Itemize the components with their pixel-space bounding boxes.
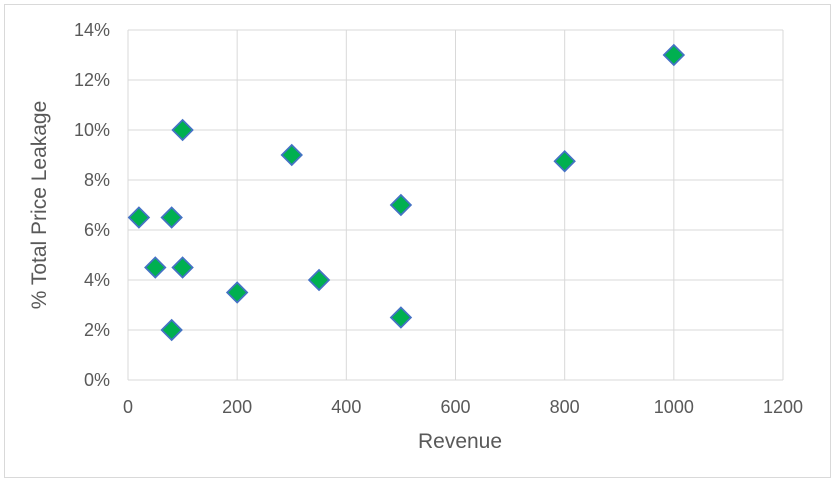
x-axis-ticks: 0 200 400 600 800 1000 1200 bbox=[123, 397, 803, 417]
y-axis-title: % Total Price Leakage bbox=[28, 101, 51, 310]
data-point bbox=[280, 143, 303, 167]
data-point bbox=[553, 150, 576, 173]
y-tick-label: 8% bbox=[84, 170, 110, 190]
chart-frame bbox=[4, 4, 831, 478]
x-axis-title: Revenue bbox=[418, 430, 502, 453]
gridlines bbox=[127, 29, 784, 381]
data-point bbox=[160, 318, 183, 342]
data-point bbox=[389, 193, 413, 217]
data-point bbox=[127, 206, 151, 229]
x-tick-label: 400 bbox=[331, 397, 361, 417]
data-point bbox=[389, 306, 413, 329]
y-tick-label: 2% bbox=[84, 320, 110, 340]
y-tick-label: 4% bbox=[84, 270, 110, 290]
data-points bbox=[127, 43, 686, 342]
y-axis-ticks: 0% 2% 4% 6% 8% 10% 12% 14% bbox=[74, 20, 110, 390]
x-tick-label: 600 bbox=[440, 397, 470, 417]
data-point bbox=[171, 118, 194, 142]
x-tick-label: 0 bbox=[123, 397, 133, 417]
data-point bbox=[144, 256, 167, 279]
data-point bbox=[171, 256, 194, 279]
x-tick-label: 200 bbox=[222, 397, 252, 417]
y-tick-label: 14% bbox=[74, 20, 110, 40]
y-tick-label: 0% bbox=[84, 370, 110, 390]
x-tick-label: 1000 bbox=[654, 397, 694, 417]
x-tick-label: 800 bbox=[550, 397, 580, 417]
y-tick-label: 10% bbox=[74, 120, 110, 140]
data-point bbox=[662, 43, 686, 67]
x-tick-label: 1200 bbox=[763, 397, 803, 417]
data-point bbox=[225, 281, 249, 304]
data-point bbox=[307, 268, 331, 292]
y-tick-label: 6% bbox=[84, 220, 110, 240]
y-tick-label: 12% bbox=[74, 70, 110, 90]
data-point bbox=[160, 206, 183, 229]
